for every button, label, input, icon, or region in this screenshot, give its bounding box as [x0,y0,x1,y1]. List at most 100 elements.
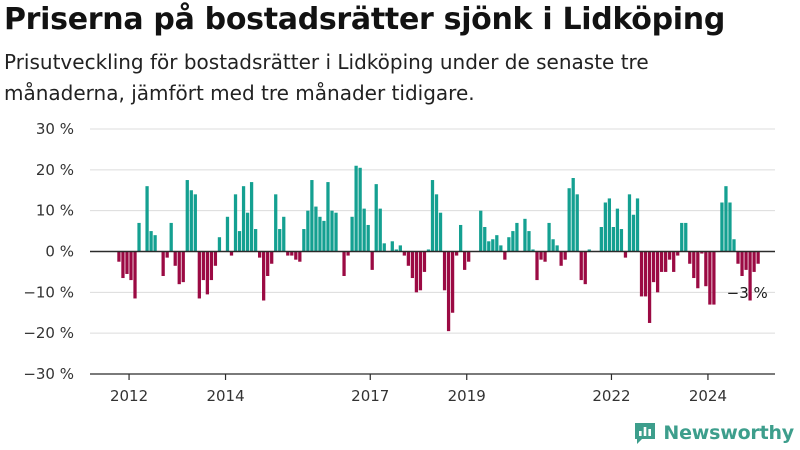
bar [599,227,603,252]
bar [406,251,411,266]
bar [438,212,443,252]
bar [229,251,234,256]
bars [117,165,760,332]
bar [314,206,318,252]
bar [197,251,201,299]
brand-name: Newsworthy [663,422,794,444]
bar [249,182,254,252]
bar [258,251,262,258]
bar [181,251,185,283]
bar [635,198,640,252]
bar [245,212,250,252]
bar [193,194,197,252]
bar [430,180,435,252]
bar [382,243,386,252]
bar [740,251,744,276]
y-tick-label: −20 % [23,324,74,342]
bar [358,167,362,252]
bar [165,251,169,258]
x-tick-label: 2012 [110,387,148,405]
bar [145,186,149,252]
bar [752,251,756,272]
bar [350,216,354,252]
bar [370,251,374,270]
bar [696,251,700,289]
bar [543,251,547,262]
bar [446,251,451,332]
bar [615,208,620,252]
bar [655,251,660,293]
bar [330,210,334,252]
bar [639,251,644,297]
bar [587,249,591,252]
bar [290,251,294,256]
bar [583,251,587,285]
y-axis: −30 % −20 % −10 % 0 % 10 % 20 % 30 % [23,120,74,383]
bar [454,251,459,256]
bar [732,239,736,252]
y-tick-label: 0 % [45,243,74,261]
bar [378,208,382,252]
bar [205,251,210,295]
bar [611,227,616,252]
bar [724,186,728,252]
bar [426,249,431,252]
bar [736,251,740,264]
bar [410,251,415,279]
latest-value-label: −3 % [727,284,768,302]
chart-subtitle: Prisutveckling för bostadsrätter i Lidkö… [4,50,649,105]
bar [318,216,322,252]
bar [680,222,684,252]
bar [511,231,515,252]
bar [262,251,266,301]
chart-title: Priserna på bostadsrätter sjönk i Lidköp… [4,2,725,37]
bar [225,216,230,252]
x-tick-label: 2019 [448,387,486,405]
bar [173,251,177,266]
bar [153,235,157,252]
bar [668,251,672,260]
y-tick-label: −30 % [23,365,74,383]
bar [483,227,487,252]
bar [394,249,398,252]
bar [503,251,507,260]
bar [450,251,455,313]
bar [523,218,527,252]
bar [579,251,583,281]
bar [547,222,551,252]
bar [531,249,535,252]
x-axis: 2012 2014 2017 2019 2022 2024 [90,373,775,405]
y-tick-label: 20 % [36,161,74,179]
bar [720,202,724,252]
y-tick-label: 10 % [36,202,74,220]
bar [672,251,676,272]
bar [270,251,274,264]
bar [660,251,664,272]
y-tick-label: 30 % [36,120,74,138]
y-tick-label: −10 % [23,283,74,301]
bar [354,165,358,252]
bar [310,180,314,252]
bar [346,251,350,256]
bar [712,251,716,305]
bar [627,194,632,252]
bar [298,251,302,262]
bar [201,251,205,281]
bar [306,210,310,252]
x-tick-label: 2014 [206,387,244,405]
bar [213,251,218,266]
bar [233,194,238,252]
bar [302,229,306,252]
bar [684,222,688,252]
bar [294,251,298,260]
bar [177,251,181,285]
bar [499,245,503,252]
bar [704,251,708,287]
bar [676,251,680,256]
bar [217,237,222,252]
bar [664,251,668,272]
bar [117,251,121,262]
bar [643,251,648,297]
bar [402,251,406,256]
bar [651,251,656,283]
